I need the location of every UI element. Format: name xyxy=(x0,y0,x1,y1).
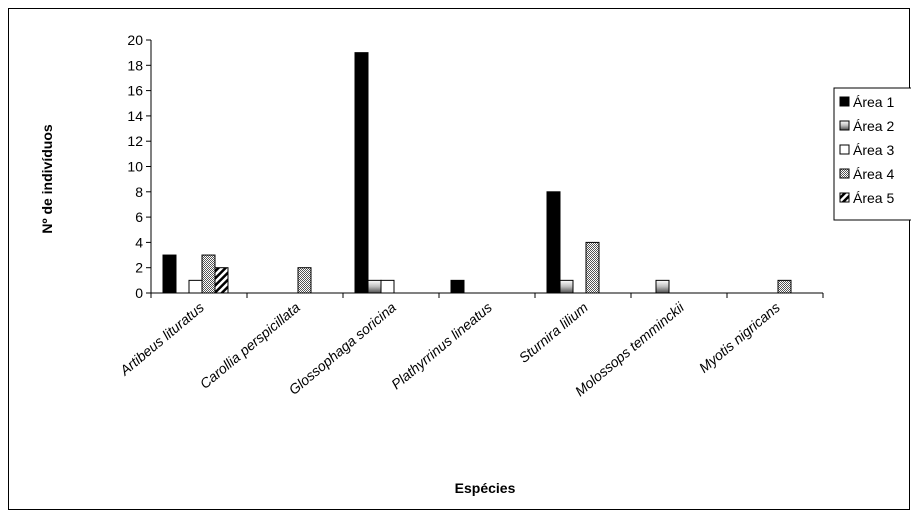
bar xyxy=(777,279,792,294)
x-tick-label: Artibeus lituratus xyxy=(116,299,207,379)
legend-label: Área 4 xyxy=(853,166,894,182)
bar xyxy=(585,241,600,294)
legend-label: Área 3 xyxy=(853,142,894,158)
bar xyxy=(297,267,312,294)
y-tick-label: 12 xyxy=(127,133,143,149)
x-tick-label: Glossophaga soricina xyxy=(286,299,400,398)
bar xyxy=(188,279,203,294)
bar xyxy=(546,191,561,294)
y-tick-label: 8 xyxy=(135,184,143,200)
bar xyxy=(559,279,574,294)
chart-frame: 0 2 4 6 8 10 12 14 16 18 20 Artibeus lituratus Caro… xyxy=(8,8,915,510)
x-tick-label: Plathyrrinus lineatus xyxy=(388,299,495,392)
y-tick-label: 10 xyxy=(127,159,143,175)
legend-label: Área 1 xyxy=(853,94,894,110)
y-tick-label: 18 xyxy=(127,57,143,73)
bar xyxy=(201,254,216,294)
legend-swatch xyxy=(839,144,850,155)
y-tick-label: 6 xyxy=(135,209,143,225)
x-axis-label: Espécies xyxy=(455,480,516,496)
bar xyxy=(450,279,465,294)
legend-label: Área 5 xyxy=(853,190,894,206)
y-axis: 0 2 4 6 8 10 12 14 16 18 20 xyxy=(127,32,152,301)
legend-swatch xyxy=(839,96,850,107)
legend-swatch xyxy=(839,120,850,131)
bar xyxy=(380,279,395,294)
y-tick-label: 0 xyxy=(135,285,143,301)
y-axis-label: Nº de indivíduos xyxy=(39,124,55,234)
bar xyxy=(367,279,382,294)
bars xyxy=(162,52,792,294)
legend: Área 1 Área 2 Área 3 Área 4 Área 5 xyxy=(833,87,915,221)
legend-swatch xyxy=(839,192,850,203)
legend-label: Área 2 xyxy=(853,118,894,134)
bar xyxy=(655,279,670,294)
bar xyxy=(354,52,369,294)
x-tick-label: Molossops temminckii xyxy=(572,298,688,399)
x-tick-label: Sturnira lilium xyxy=(516,299,592,366)
legend-swatch xyxy=(839,168,850,179)
y-tick-label: 2 xyxy=(135,260,143,276)
bar xyxy=(162,254,177,294)
bar-chart: 0 2 4 6 8 10 12 14 16 18 20 Artibeus lituratusCaro… xyxy=(39,32,915,496)
x-tick-label: Carollia perspicillata xyxy=(197,299,303,392)
x-tick-label: Myotis nigricans xyxy=(696,299,783,376)
bar xyxy=(214,267,229,294)
y-tick-label: 20 xyxy=(127,32,143,48)
y-tick-label: 14 xyxy=(127,108,143,124)
y-tick-label: 4 xyxy=(135,234,143,250)
y-tick-label: 16 xyxy=(127,83,143,99)
